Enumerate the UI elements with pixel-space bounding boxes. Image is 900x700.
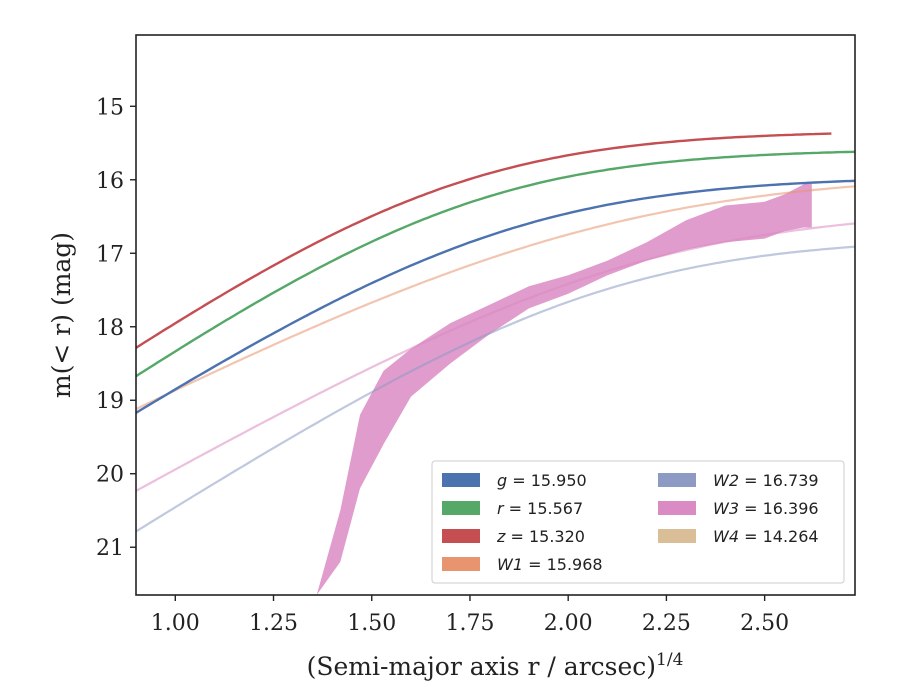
legend-value: 16.396 xyxy=(763,499,819,518)
legend-label-w1: W1 = 15.968 xyxy=(497,555,603,574)
curves-layer xyxy=(136,132,855,533)
x-axis: 1.00 1.25 1.50 1.75 2.00 2.25 2.50 xyxy=(151,595,789,636)
x-tick-label: 2.00 xyxy=(544,611,593,636)
legend-box xyxy=(431,460,845,584)
curve-w2 xyxy=(136,245,855,533)
legend-value: 15.320 xyxy=(529,527,585,546)
curve-z xyxy=(136,132,832,349)
bands-layer xyxy=(316,183,812,595)
y-tick-label: 15 xyxy=(96,95,124,120)
curve-w3 xyxy=(136,222,855,492)
legend-equals: = xyxy=(505,527,529,546)
legend-swatch-z xyxy=(442,529,480,543)
y-tick-label: 18 xyxy=(96,316,124,341)
legend-var: z xyxy=(496,527,506,546)
legend-equals: = xyxy=(504,499,528,518)
legend-swatch-r xyxy=(442,501,480,515)
x-axis-label-superscript: 1/4 xyxy=(656,650,683,670)
y-tick-label: 21 xyxy=(96,536,124,561)
legend-label-g: g = 15.950 xyxy=(497,471,587,490)
legend-swatch-w2 xyxy=(658,473,696,487)
legend: g = 15.950 r = 15.567 z = 15.320 W1 = 15.96… xyxy=(431,460,845,584)
legend-value: 15.567 xyxy=(527,499,583,518)
legend-equals: = xyxy=(739,527,763,546)
x-tick-label: 1.00 xyxy=(151,611,200,636)
y-axis-label: m(< r) (mag) xyxy=(47,232,76,398)
legend-swatch-w1 xyxy=(442,557,480,571)
legend-var: g xyxy=(497,471,507,490)
legend-value: 15.968 xyxy=(547,555,603,574)
legend-var: W1 xyxy=(497,555,523,574)
legend-label-w4: W4 = 14.264 xyxy=(713,527,819,546)
legend-var: W3 xyxy=(713,499,739,518)
y-axis: 15 16 17 18 19 20 21 xyxy=(96,95,136,561)
x-tick-label: 2.25 xyxy=(642,611,691,636)
legend-label-z: z = 15.320 xyxy=(496,527,585,546)
legend-var: r xyxy=(497,499,505,518)
x-axis-label: (Semi-major axis r / arcsec)1/4 xyxy=(307,650,684,681)
legend-label-r: r = 15.567 xyxy=(497,499,583,518)
legend-equals: = xyxy=(739,471,763,490)
legend-label-w3: W3 = 16.396 xyxy=(713,499,819,518)
x-tick-label: 1.75 xyxy=(445,611,494,636)
legend-swatch-w4 xyxy=(658,529,696,543)
x-tick-label: 2.50 xyxy=(740,611,789,636)
band-w3 xyxy=(316,183,812,595)
curve-r xyxy=(136,150,855,378)
y-tick-label: 16 xyxy=(96,169,124,194)
legend-equals: = xyxy=(739,499,763,518)
plot-frame xyxy=(135,34,856,596)
legend-equals: = xyxy=(523,555,547,574)
x-axis-label-main: (Semi-major axis r / arcsec) xyxy=(307,652,656,681)
legend-label-w2: W2 = 16.739 xyxy=(713,471,819,490)
legend-value: 15.950 xyxy=(531,471,587,490)
legend-value: 14.264 xyxy=(763,527,819,546)
x-tick-label: 1.25 xyxy=(249,611,298,636)
legend-swatch-g xyxy=(442,473,480,487)
x-tick-label: 1.50 xyxy=(347,611,396,636)
legend-var: W2 xyxy=(713,471,739,490)
y-tick-label: 20 xyxy=(96,463,124,488)
y-tick-label: 17 xyxy=(96,242,124,267)
curve-g xyxy=(136,179,855,414)
legend-var: W4 xyxy=(713,527,739,546)
y-tick-label: 19 xyxy=(96,389,124,414)
legend-value: 16.739 xyxy=(763,471,819,490)
legend-swatch-w3 xyxy=(658,501,696,515)
curve-w1 xyxy=(136,185,855,411)
legend-equals: = xyxy=(507,471,531,490)
